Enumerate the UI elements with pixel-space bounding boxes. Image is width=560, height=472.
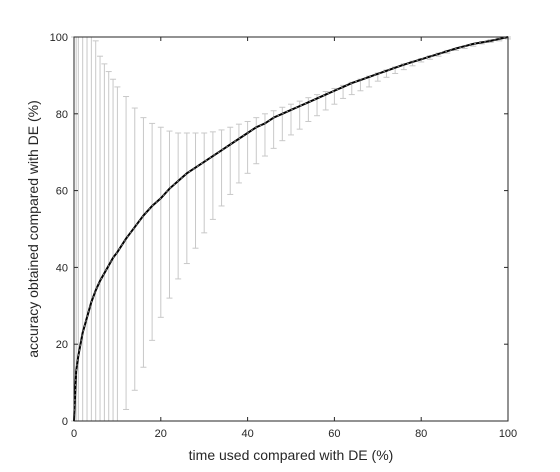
series-line-dash <box>73 36 509 422</box>
y-axis-ticks: 0 20 40 60 80 100 <box>50 32 508 428</box>
y-axis-label: accuracy obtained compared with DE (%) <box>25 100 41 358</box>
error-bar <box>123 96 130 410</box>
y-tick-label: 60 <box>56 186 68 198</box>
y-tick-label: 40 <box>56 262 68 274</box>
error-bar <box>261 113 268 157</box>
error-bar <box>149 122 156 341</box>
x-axis-ticks: 0 20 40 60 80 100 <box>71 37 517 440</box>
x-tick-label: 80 <box>415 428 427 440</box>
error-bar <box>175 132 182 280</box>
error-bar <box>131 107 138 391</box>
error-bar <box>218 129 225 207</box>
y-tick-label: 100 <box>50 32 68 44</box>
error-bar <box>227 126 234 195</box>
error-bar <box>209 131 216 220</box>
error-bar <box>192 132 199 249</box>
error-bar <box>140 117 147 368</box>
series-line-group <box>73 36 509 422</box>
error-bar <box>201 132 208 234</box>
x-tick-label: 100 <box>499 428 517 440</box>
error-bars <box>71 36 511 422</box>
error-bar <box>183 132 190 265</box>
x-tick-label: 40 <box>241 428 253 440</box>
plot-area <box>74 37 508 421</box>
x-tick-label: 20 <box>155 428 167 440</box>
y-tick-label: 80 <box>56 109 68 121</box>
error-bar <box>235 123 242 184</box>
x-axis-label: time used compared with DE (%) <box>189 447 394 463</box>
plot-frame <box>73 36 509 422</box>
error-bar <box>244 120 251 174</box>
error-bar <box>157 126 164 318</box>
x-tick-label: 60 <box>328 428 340 440</box>
error-bar <box>166 130 173 299</box>
y-tick-label: 20 <box>56 339 68 351</box>
y-tick-label: 0 <box>62 416 68 428</box>
error-bar <box>253 117 260 165</box>
x-tick-label: 0 <box>71 428 77 440</box>
